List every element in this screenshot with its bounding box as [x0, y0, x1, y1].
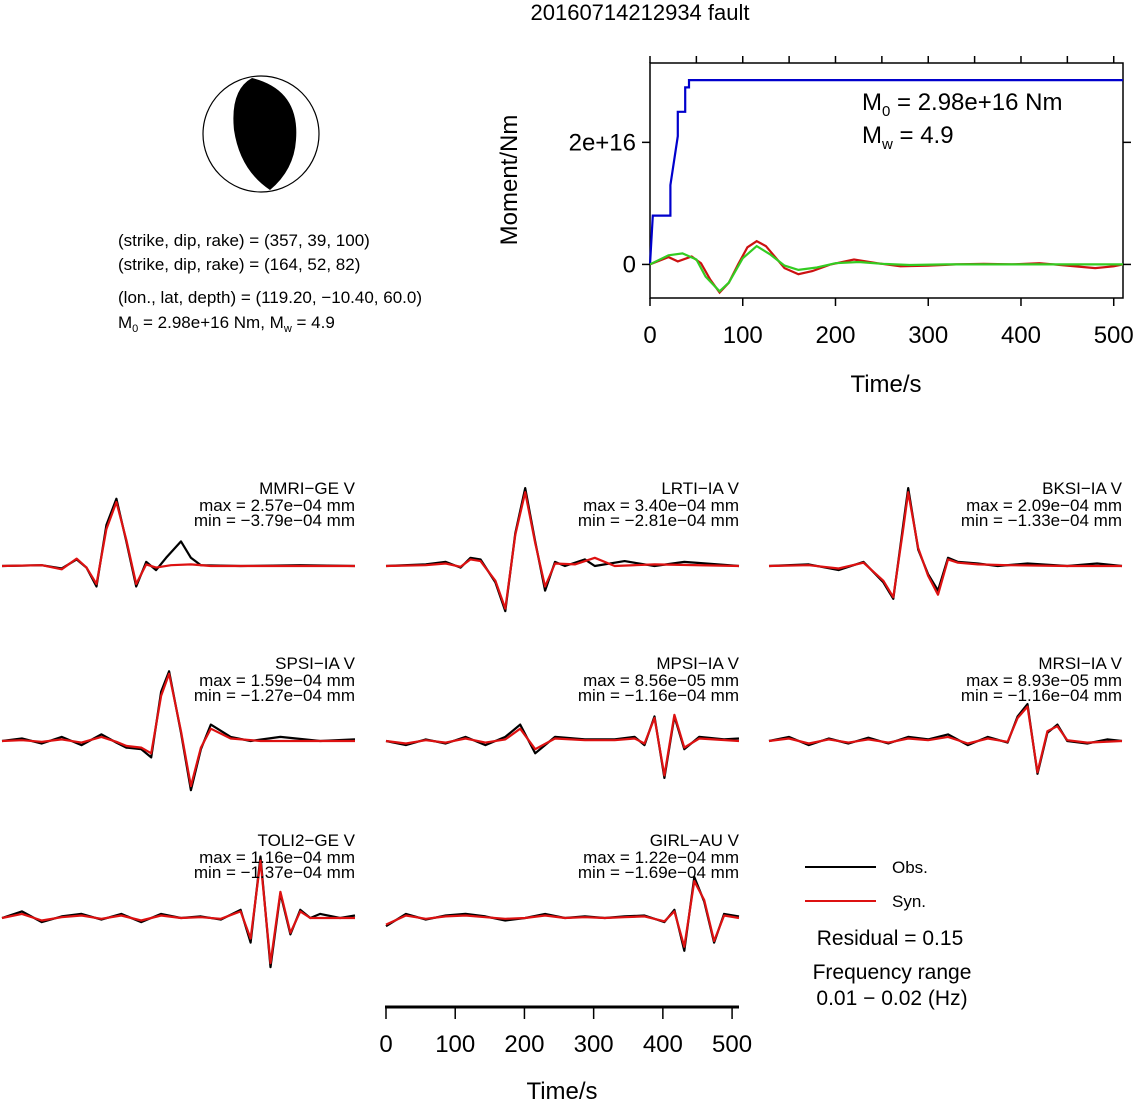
- station-syn-trace: [768, 705, 1123, 774]
- station-name: SPSI−IA V: [275, 654, 356, 673]
- moment-x-tick-label: 0: [643, 322, 656, 349]
- waveform-x-tick-label: 300: [574, 1031, 614, 1058]
- station-name: LRTI−IA V: [661, 479, 739, 498]
- station-max: max = 1.22e−04 mm: [583, 848, 739, 867]
- frequency-range-label: Frequency range: [813, 961, 972, 984]
- moment-y-ticks: 0 2e+16: [569, 129, 1131, 278]
- moment-series-line-0: [648, 78, 1123, 265]
- station-min: min = −2.81e−04 mm: [578, 511, 739, 530]
- figure-title: 20160714212934 fault: [531, 0, 750, 25]
- station-name: MPSI−IA V: [656, 654, 739, 673]
- station-name: GIRL−AU V: [650, 831, 740, 850]
- nodal-plane-2: (strike, dip, rake) = (164, 52, 82): [118, 255, 360, 274]
- waveform-x-tick-label: 400: [643, 1031, 683, 1058]
- station-min: min = −1.37e−04 mm: [194, 863, 355, 882]
- station-max: max = 8.93e−05 mm: [966, 671, 1122, 690]
- station-syn-trace: [385, 879, 740, 948]
- station-min: min = −1.69e−04 mm: [578, 863, 739, 882]
- moment-series-group: [648, 78, 1124, 295]
- moment-x-tick-label: 300: [908, 322, 948, 349]
- station-syn-trace: [1, 859, 355, 965]
- legend-obs-label: Obs.: [892, 858, 928, 877]
- station-min: min = −1.27e−04 mm: [194, 686, 355, 705]
- moment-top-ticks: [649, 56, 1115, 63]
- station-max: max = 1.59e−04 mm: [199, 671, 355, 690]
- moment-panel: 0 100 200 300 400 500 0 2e+16 Moment/Nm Time/s…: [496, 56, 1134, 398]
- moment-x-tick-label: 200: [815, 322, 855, 349]
- station-name: TOLI2−GE V: [258, 831, 356, 850]
- station-min: min = −1.33e−04 mm: [961, 511, 1122, 530]
- moment-mw-annotation: Mw = 4.9: [862, 122, 954, 153]
- station-min: min = −1.16e−04 mm: [578, 686, 739, 705]
- moment-plot-frame: [649, 62, 1124, 299]
- focal-mechanism-beachball: [202, 75, 320, 193]
- moment-series-line-2: [649, 244, 1123, 293]
- moment-x-tick-label: 100: [723, 322, 763, 349]
- waveform-x-tick-label: 200: [504, 1031, 544, 1058]
- station-min: min = −3.79e−04 mm: [194, 511, 355, 530]
- moment-y-tick-label: 2e+16: [569, 129, 636, 156]
- station-name: BKSI−IA V: [1042, 479, 1123, 498]
- moment-x-axis-label: Time/s: [850, 371, 921, 398]
- nodal-plane-1: (strike, dip, rake) = (357, 39, 100): [118, 231, 370, 250]
- station-obs-trace: [768, 702, 1123, 775]
- frequency-range-value: 0.01 − 0.02 (Hz): [816, 987, 967, 1010]
- waveform-x-axis-label: Time/s: [526, 1078, 597, 1104]
- waveform-x-ticks: 0 100 200 300 400 500: [379, 1007, 752, 1058]
- legend: Obs. Syn.: [805, 858, 928, 911]
- station-max: max = 8.56e−05 mm: [583, 671, 739, 690]
- moment-x-ticks: 0 100 200 300 400 500: [643, 298, 1134, 349]
- moment-summary: M0 = 2.98e+16 Nm, Mw = 4.9: [118, 313, 335, 335]
- station-max: max = 2.09e−04 mm: [966, 496, 1122, 515]
- station-syn-trace: [385, 491, 740, 610]
- station-max: max = 2.57e−04 mm: [199, 496, 355, 515]
- legend-syn-label: Syn.: [892, 892, 926, 911]
- beachball-compression-lobe: [233, 78, 297, 190]
- moment-series-line-1: [649, 239, 1124, 295]
- moment-x-tick-label: 500: [1094, 322, 1134, 349]
- station-name: MMRI−GE V: [259, 479, 356, 498]
- moment-x-tick-label: 400: [1001, 322, 1041, 349]
- moment-y-axis-label: Moment/Nm: [496, 115, 523, 246]
- station-max: max = 1.16e−04 mm: [199, 848, 355, 867]
- station-max: max = 3.40e−04 mm: [583, 496, 739, 515]
- station-syn-trace: [1, 500, 355, 586]
- moment-y-tick-label: 0: [623, 251, 636, 278]
- station-syn-trace: [385, 713, 740, 777]
- station-syn-trace: [768, 491, 1122, 599]
- waveform-x-tick-label: 500: [712, 1031, 752, 1058]
- waveform-x-tick-label: 100: [435, 1031, 475, 1058]
- moment-m0-annotation: M0 = 2.98e+16 Nm: [862, 89, 1062, 120]
- waveform-x-axis: 0 100 200 300 400 500 Time/s: [379, 1005, 752, 1104]
- location-depth: (lon., lat, depth) = (119.20, −10.40, 60…: [118, 288, 422, 307]
- residual-text: Residual = 0.15: [817, 927, 964, 950]
- waveform-x-tick-label: 0: [379, 1031, 392, 1058]
- station-min: min = −1.16e−04 mm: [961, 686, 1122, 705]
- station-syn-trace: [1, 672, 355, 788]
- station-name: MRSI−IA V: [1038, 654, 1122, 673]
